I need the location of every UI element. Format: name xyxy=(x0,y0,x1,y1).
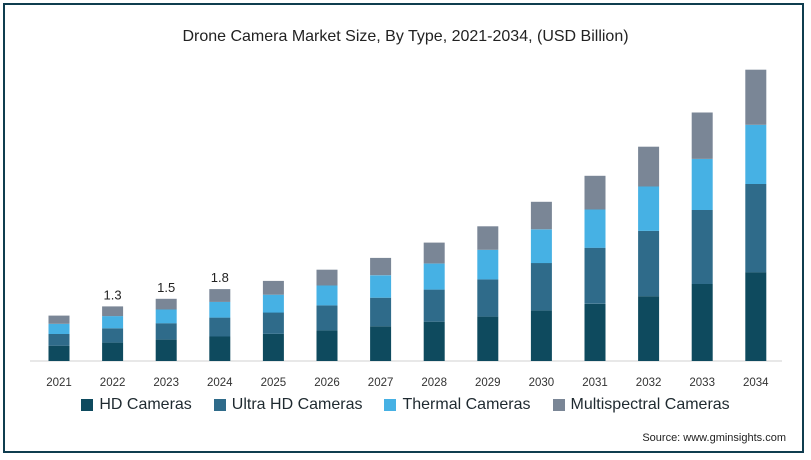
bar-segment-2024-ultra-hd-cameras xyxy=(209,317,231,337)
bar-segment-2024-thermal-cameras xyxy=(209,301,231,318)
bar-segment-2025-hd-cameras xyxy=(262,334,284,361)
bar-segment-2023-ultra-hd-cameras xyxy=(155,323,177,340)
bar-segment-2027-thermal-cameras xyxy=(370,275,392,298)
bar-segment-2027-ultra-hd-cameras xyxy=(370,297,392,327)
x-tick-label-2021: 2021 xyxy=(46,377,72,389)
bar-segment-2024-hd-cameras xyxy=(209,336,231,361)
bar-segment-2029-thermal-cameras xyxy=(477,249,499,280)
bar-segment-2022-hd-cameras xyxy=(102,342,124,361)
bar-segment-2034-thermal-cameras xyxy=(745,124,767,184)
x-tick-label-2029: 2029 xyxy=(475,377,501,389)
bar-segment-2030-thermal-cameras xyxy=(530,229,552,264)
bar-segment-2028-ultra-hd-cameras xyxy=(423,289,445,322)
legend-item-hd-cameras: HD Cameras xyxy=(81,396,192,414)
x-tick-label-2022: 2022 xyxy=(100,377,126,389)
bar-segment-2032-thermal-cameras xyxy=(638,186,660,231)
legend-item-ultra-hd-cameras: Ultra HD Cameras xyxy=(213,396,363,414)
bar-segment-2030-hd-cameras xyxy=(530,310,552,361)
x-tick-label-2034: 2034 xyxy=(743,377,769,389)
bar-segment-2031-thermal-cameras xyxy=(584,209,606,248)
x-tick-label-2028: 2028 xyxy=(421,377,447,389)
legend-label: HD Cameras xyxy=(99,396,192,413)
x-tick-label-2031: 2031 xyxy=(582,377,608,389)
bar-segment-2030-ultra-hd-cameras xyxy=(530,263,552,311)
bar-segment-2023-thermal-cameras xyxy=(155,309,177,324)
legend-swatch-thermal-cameras xyxy=(384,399,397,411)
legend-swatch-hd-cameras xyxy=(81,399,94,411)
bar-segment-2025-multispectral-cameras xyxy=(262,280,284,295)
bar-segment-2027-hd-cameras xyxy=(370,326,392,361)
bar-segment-2026-hd-cameras xyxy=(316,330,338,361)
bar-segment-2033-multispectral-cameras xyxy=(691,112,713,159)
bar-segment-2025-thermal-cameras xyxy=(262,294,284,313)
bar-segment-2034-hd-cameras xyxy=(745,272,767,361)
bars-layer xyxy=(48,69,767,361)
legend-label: Multispectral Cameras xyxy=(570,396,730,413)
bar-segment-2031-hd-cameras xyxy=(584,303,606,361)
bar-segment-2034-ultra-hd-cameras xyxy=(745,184,767,273)
x-tick-label-2032: 2032 xyxy=(636,377,662,389)
bar-segment-2029-ultra-hd-cameras xyxy=(477,279,499,317)
chart-title: Drone Camera Market Size, By Type, 2021-… xyxy=(182,28,629,45)
bar-segment-2028-thermal-cameras xyxy=(423,263,445,290)
x-tick-label-2027: 2027 xyxy=(368,377,394,389)
bar-segment-2032-hd-cameras xyxy=(638,296,660,361)
bar-segment-2029-hd-cameras xyxy=(477,316,499,361)
bar-segment-2021-thermal-cameras xyxy=(48,323,70,334)
x-tick-label-2025: 2025 xyxy=(261,377,287,389)
data-label-2022: 1.3 xyxy=(104,287,122,302)
labels-layer: 2021 2022 1.3 2023 1.5 2024 1.8 2025 2026 2027 202… xyxy=(46,270,769,389)
bar-segment-2023-hd-cameras xyxy=(155,339,177,361)
legend-label: Ultra HD Cameras xyxy=(231,396,363,413)
bar-segment-2024-multispectral-cameras xyxy=(209,289,231,302)
bar-segment-2021-hd-cameras xyxy=(48,345,70,361)
x-tick-label-2026: 2026 xyxy=(314,377,340,389)
bar-segment-2029-multispectral-cameras xyxy=(477,226,499,250)
legend-item-thermal-cameras: Thermal Cameras xyxy=(384,396,531,414)
bar-segment-2031-multispectral-cameras xyxy=(584,175,606,210)
bar-segment-2033-thermal-cameras xyxy=(691,159,713,210)
bar-segment-2026-multispectral-cameras xyxy=(316,269,338,286)
bar-segment-2023-multispectral-cameras xyxy=(155,298,177,310)
x-tick-label-2030: 2030 xyxy=(529,377,555,389)
x-tick-label-2023: 2023 xyxy=(153,377,179,389)
bar-segment-2026-thermal-cameras xyxy=(316,285,338,306)
bar-segment-2028-multispectral-cameras xyxy=(423,242,445,264)
bar-segment-2032-ultra-hd-cameras xyxy=(638,230,660,297)
bar-segment-2022-thermal-cameras xyxy=(102,316,124,329)
bar-segment-2027-multispectral-cameras xyxy=(370,257,392,276)
bar-segment-2032-multispectral-cameras xyxy=(638,146,660,187)
legend-swatch-ultra-hd-cameras xyxy=(213,399,226,411)
bar-segment-2022-multispectral-cameras xyxy=(102,306,124,317)
bar-segment-2033-ultra-hd-cameras xyxy=(691,210,713,284)
legend: HD Cameras Ultra HD Cameras Thermal Came… xyxy=(0,396,811,414)
bar-segment-2021-ultra-hd-cameras xyxy=(48,334,70,346)
bar-segment-2025-ultra-hd-cameras xyxy=(262,312,284,334)
bar-segment-2028-hd-cameras xyxy=(423,321,445,361)
x-tick-label-2024: 2024 xyxy=(207,377,233,389)
legend-swatch-multispectral-cameras xyxy=(552,399,565,411)
legend-item-multispectral-cameras: Multispectral Cameras xyxy=(552,396,730,414)
bar-segment-2026-ultra-hd-cameras xyxy=(316,305,338,331)
bar-segment-2030-multispectral-cameras xyxy=(530,201,552,230)
bar-segment-2021-multispectral-cameras xyxy=(48,315,70,324)
x-tick-label-2033: 2033 xyxy=(689,377,715,389)
chart-frame xyxy=(3,3,804,453)
bar-segment-2031-ultra-hd-cameras xyxy=(584,247,606,304)
data-label-2024: 1.8 xyxy=(211,270,229,285)
bar-segment-2033-hd-cameras xyxy=(691,284,713,361)
bar-segment-2022-ultra-hd-cameras xyxy=(102,328,124,343)
source-note: Source: www.gminsights.com xyxy=(642,432,786,444)
data-label-2023: 1.5 xyxy=(157,280,175,295)
bar-segment-2034-multispectral-cameras xyxy=(745,69,767,125)
legend-label: Thermal Cameras xyxy=(402,396,531,413)
